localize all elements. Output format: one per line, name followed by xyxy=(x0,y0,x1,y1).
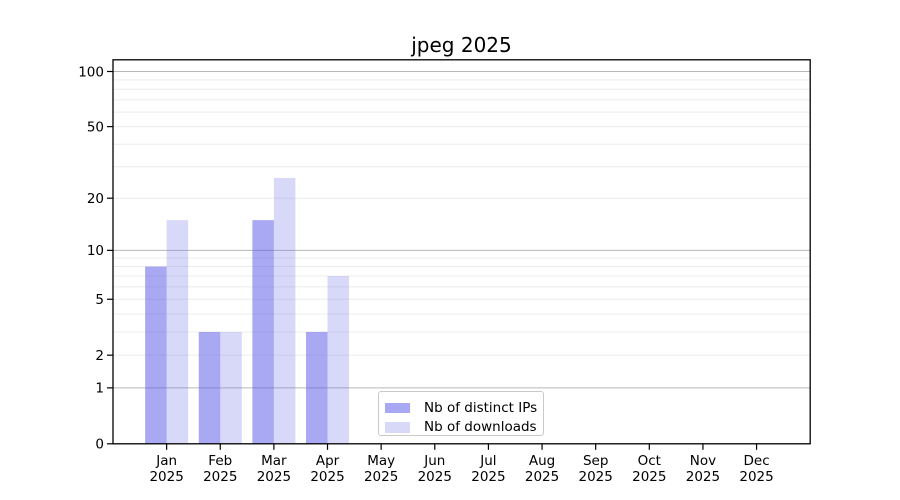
y-tick-label: 0 xyxy=(95,437,104,453)
bar-apr-downloads xyxy=(327,276,350,444)
x-tick-label-jan: Jan 2025 xyxy=(149,453,183,485)
x-tick-label-oct: Oct 2025 xyxy=(632,453,666,485)
axes-frame xyxy=(112,59,811,445)
y-tick-label: 100 xyxy=(78,64,104,80)
x-tick-label-apr: Apr 2025 xyxy=(310,453,344,485)
legend-swatch-downloads xyxy=(385,422,410,433)
y-tick-label: 5 xyxy=(95,292,104,308)
x-tick-label-feb: Feb 2025 xyxy=(203,453,237,485)
y-tick-label: 2 xyxy=(95,348,104,364)
legend-label-downloads: Nb of downloads xyxy=(424,419,537,436)
y-tick-label: 1 xyxy=(95,381,104,397)
bar-feb-downloads xyxy=(220,331,242,444)
bar-jan-distinct-ips xyxy=(145,266,167,444)
x-tick-label-dec: Dec 2025 xyxy=(739,453,773,485)
legend-item-downloads: Nb of downloads xyxy=(379,418,543,438)
bar-mar-distinct-ips xyxy=(252,220,274,444)
y-tick-label: 20 xyxy=(87,191,104,207)
x-tick-label-nov: Nov 2025 xyxy=(686,453,720,485)
x-tick-label-mar: Mar 2025 xyxy=(257,453,291,485)
x-tick-label-jun: Jun 2025 xyxy=(418,453,452,485)
legend: Nb of distinct IPs Nb of downloads xyxy=(378,391,544,436)
legend-swatch-distinct-ips xyxy=(385,402,410,413)
legend-label-distinct-ips: Nb of distinct IPs xyxy=(424,399,538,416)
y-tick-label: 50 xyxy=(87,119,104,135)
x-tick-label-jul: Jul 2025 xyxy=(471,453,505,485)
bar-mar-downloads xyxy=(273,177,296,444)
x-tick-label-may: May 2025 xyxy=(364,453,398,485)
bar-apr-distinct-ips xyxy=(306,331,328,444)
y-tick-label: 10 xyxy=(87,243,104,259)
bar-feb-distinct-ips xyxy=(198,331,221,444)
chart-title: jpeg 2025 xyxy=(411,33,512,57)
bar-jan-downloads xyxy=(166,220,189,444)
x-tick-label-aug: Aug 2025 xyxy=(525,453,559,485)
legend-item-distinct-ips: Nb of distinct IPs xyxy=(379,398,543,418)
x-tick-label-sep: Sep 2025 xyxy=(578,453,612,485)
